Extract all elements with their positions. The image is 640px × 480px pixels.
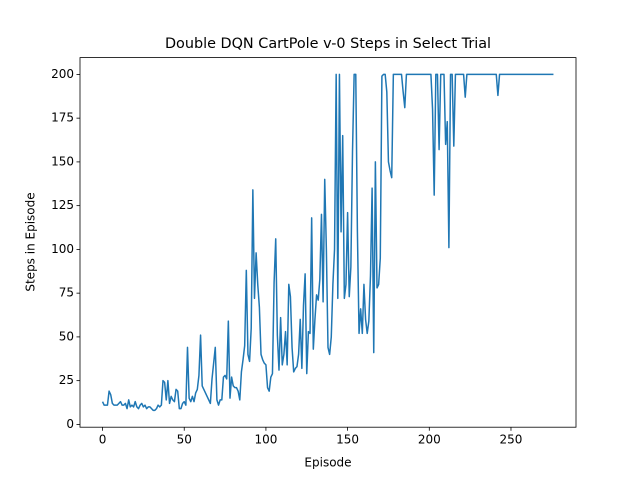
axes-frame — [79, 57, 577, 428]
x-tick-label: 100 — [254, 433, 277, 447]
y-tick-label: 175 — [51, 111, 74, 125]
y-tick-label: 100 — [51, 242, 74, 256]
x-tick-label: 150 — [336, 433, 359, 447]
chart-title: Double DQN CartPole v-0 Steps in Select … — [165, 36, 491, 52]
y-tick-label: 200 — [51, 67, 74, 81]
x-axis-label: Episode — [304, 456, 351, 470]
x-tick-label: 0 — [99, 433, 107, 447]
y-tick-label: 0 — [66, 417, 74, 431]
y-axis-label: Steps in Episode — [24, 192, 38, 291]
data-line — [101, 73, 554, 412]
x-tick-label: 50 — [177, 433, 192, 447]
y-tick-label: 75 — [59, 286, 74, 300]
y-tick-label: 25 — [59, 373, 74, 387]
y-tick-label: 125 — [51, 198, 74, 212]
x-tick-label: 250 — [500, 433, 523, 447]
y-tick-label: 50 — [59, 329, 74, 343]
x-tick-label: 200 — [418, 433, 441, 447]
y-tick-label: 150 — [51, 154, 74, 168]
